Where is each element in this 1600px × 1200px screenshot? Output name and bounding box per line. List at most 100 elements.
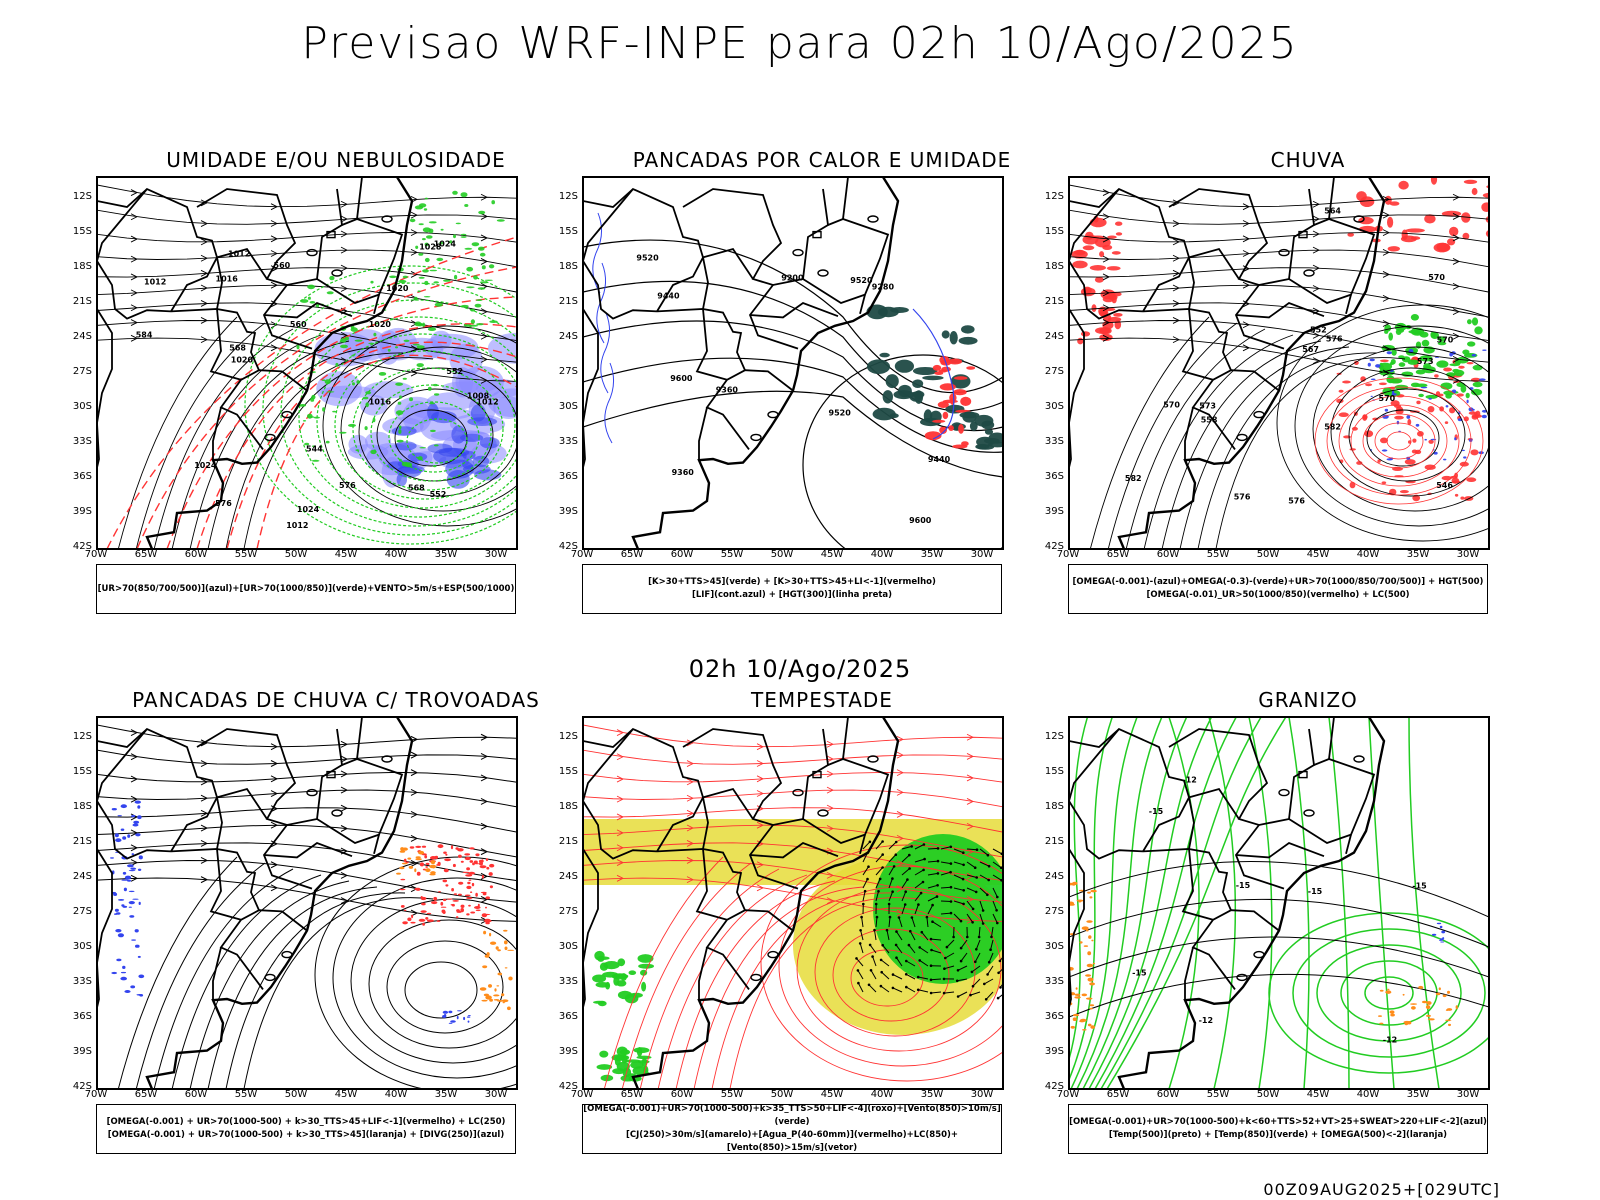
lake-outline — [1303, 269, 1315, 277]
field-shade — [1404, 459, 1416, 465]
field-shade — [1416, 400, 1421, 405]
latitude-tick-label: 12S — [72, 731, 92, 742]
field-shade — [1091, 304, 1097, 312]
wind-vector — [875, 841, 883, 850]
streamline-arrow — [826, 897, 834, 905]
longitude-tick-label: 35W — [434, 549, 458, 560]
field-shade — [1418, 393, 1424, 398]
streamline-arrow — [130, 829, 138, 837]
main-title: Previsao WRF-INPE para 02h 10/Ago/2025 — [301, 18, 1299, 69]
field-shade — [504, 946, 508, 951]
wind-vector-head — [868, 840, 872, 844]
field-shade — [491, 200, 496, 205]
contour-label: 9280 — [872, 283, 895, 292]
field-shade — [616, 1046, 628, 1057]
latitude-tick-label: 12S — [1044, 191, 1064, 202]
panel-title: CHUVA — [1270, 148, 1346, 172]
field-shade — [949, 393, 957, 402]
border-line — [1168, 188, 1315, 286]
field-shade — [1079, 941, 1083, 944]
wind-vector — [909, 930, 916, 941]
streamline-arrow — [200, 300, 208, 307]
field-shade — [453, 893, 458, 895]
field-shade — [464, 856, 471, 861]
border-line — [1235, 841, 1325, 859]
field-shade — [1380, 359, 1389, 363]
streamline-arrow — [200, 778, 208, 786]
temp-850-contour — [1268, 912, 1489, 1074]
streamline-arrow — [616, 795, 624, 803]
field-shade — [475, 909, 481, 912]
latitude-tick-label: 15S — [558, 766, 578, 777]
wind-vector-head — [987, 878, 990, 882]
wind-vector-head — [997, 971, 1000, 975]
streamline-arrow — [270, 743, 278, 751]
wind-vector — [921, 931, 929, 941]
streamline-arrow — [1382, 248, 1390, 256]
border-line — [196, 188, 343, 286]
contour-label: 9520 — [636, 254, 659, 263]
wind-vector — [888, 878, 893, 889]
longitude-tick-label: 65W — [134, 1089, 158, 1100]
streamline — [1143, 334, 1294, 549]
longitude-tick-label: 45W — [334, 549, 358, 560]
field-shade — [418, 850, 425, 855]
field-shade — [443, 868, 449, 873]
wind-vector-head — [921, 880, 925, 884]
field-shade — [948, 425, 954, 431]
lake-outline — [1278, 788, 1290, 797]
field-shade — [1430, 177, 1438, 185]
wind-vector-head — [855, 957, 858, 960]
lake-outline — [264, 433, 276, 442]
wind-vector — [931, 949, 942, 954]
streamline-arrow — [616, 775, 624, 783]
panel-title: PANCADAS POR CALOR E UMIDADE — [632, 148, 1012, 172]
contour-label: 9200 — [781, 273, 804, 282]
field-shade — [313, 416, 320, 419]
streamline-arrow — [756, 884, 764, 892]
wind-vector — [957, 991, 968, 997]
wind-vector-head — [942, 991, 946, 995]
streamline-arrow — [340, 897, 348, 905]
contour-label: 570 — [1437, 336, 1454, 345]
contour-label: 1024 — [297, 505, 320, 514]
lake-outline — [306, 248, 318, 257]
border-line — [656, 848, 728, 921]
border-line — [97, 188, 148, 262]
field-shade — [460, 192, 468, 198]
lake-outline — [767, 410, 779, 419]
wind-vector-head — [998, 959, 1002, 963]
wind-vector-head — [971, 984, 975, 988]
longitude-tick-label: 35W — [434, 1089, 458, 1100]
field-shade — [621, 1054, 628, 1064]
forecast-map: 9600960095209520944094409360936092809200… — [582, 176, 1004, 550]
wind-vector-head — [918, 946, 921, 949]
field-shade — [115, 838, 122, 843]
federal-district-outline — [812, 770, 822, 779]
contour-label: 582 — [1324, 422, 1341, 431]
streamline-arrow — [616, 753, 624, 761]
lake-outline — [1253, 410, 1265, 419]
field-shade — [953, 389, 967, 396]
lake-outline — [306, 788, 318, 797]
field-shade — [456, 909, 460, 912]
field-shade — [1070, 1025, 1075, 1029]
wind-vector — [901, 891, 907, 902]
streamline-arrow — [270, 760, 278, 767]
wind-vector — [953, 900, 964, 905]
field-shade — [404, 909, 407, 912]
border-line — [97, 727, 264, 990]
field-shade — [396, 872, 401, 875]
field-shade — [135, 833, 141, 837]
field-shade — [128, 870, 136, 872]
field-shade — [949, 331, 958, 345]
field-shade — [474, 906, 481, 909]
streamline-arrow — [130, 235, 138, 243]
border-line — [97, 800, 172, 860]
field-shade — [455, 847, 459, 850]
wind-vector-head — [977, 935, 981, 939]
field-shade — [1362, 414, 1368, 421]
forecast-map — [582, 716, 1004, 1090]
wind-vector-head — [860, 915, 863, 919]
streamline-arrow — [896, 751, 904, 759]
